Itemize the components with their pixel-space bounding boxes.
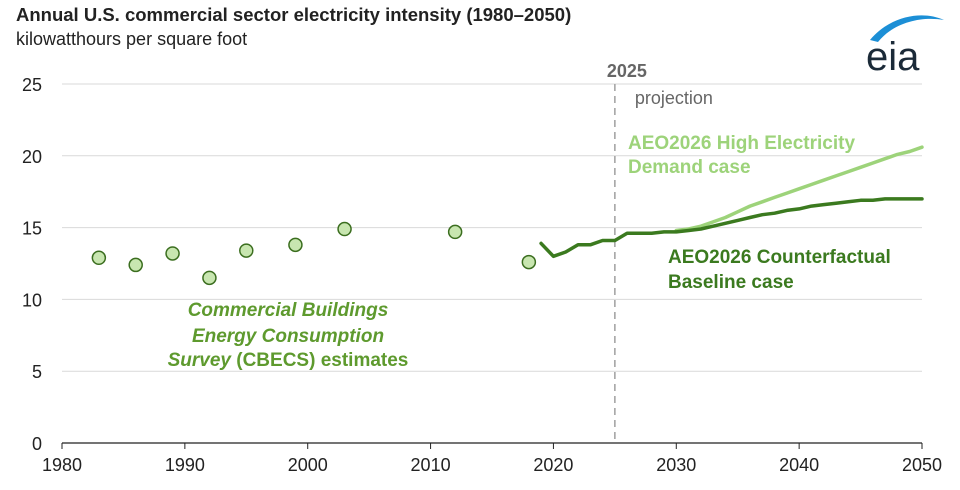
divider-year-label: 2025 <box>607 61 647 81</box>
x-tick-label: 2010 <box>411 455 451 475</box>
chart-title: Annual U.S. commercial sector electricit… <box>16 4 572 25</box>
cbecs-label-line: Commercial Buildings <box>188 300 389 321</box>
x-tick-label: 2020 <box>533 455 573 475</box>
baseline-label-line: AEO2026 Counterfactual <box>668 247 891 268</box>
cbecs-point <box>521 254 537 270</box>
cbecs-point <box>128 257 143 273</box>
cbecs-label-line: Energy Consumption <box>192 326 384 347</box>
high-demand-label-line: Demand case <box>628 157 751 178</box>
x-tick-label: 2040 <box>779 455 819 475</box>
series-line-0 <box>674 145 924 233</box>
cbecs-point <box>202 270 217 286</box>
y-tick-label: 20 <box>22 147 42 167</box>
series-line-1 <box>539 197 924 259</box>
x-tick-label: 1990 <box>165 455 205 475</box>
y-tick-label: 0 <box>32 434 42 454</box>
cbecs-point <box>91 250 107 266</box>
grid-lines <box>62 83 922 372</box>
axes: 0 5 10 15 20 25 1980 1990 2000 2010 2020 2030 2040 20… <box>22 75 942 475</box>
series-labels: Commercial Buildings Energy Consumption Su… <box>168 133 891 371</box>
series-lines <box>539 145 924 259</box>
high-demand-label-line: AEO2026 High Electricity <box>628 133 855 154</box>
x-tick-label: 1980 <box>42 455 82 475</box>
cbecs-point <box>239 243 254 258</box>
cbecs-point <box>337 221 352 237</box>
eia-logo-swoosh-icon <box>870 15 944 42</box>
y-tick-label: 15 <box>22 219 42 239</box>
baseline-label-line: Baseline case <box>668 272 794 293</box>
cbecs-point <box>165 246 180 261</box>
cbecs-points <box>91 221 537 286</box>
y-tick-label: 25 <box>22 75 42 95</box>
projection-divider: 2025 projection <box>607 61 713 443</box>
y-tick-label: 10 <box>22 290 42 310</box>
x-tick-label: 2000 <box>288 455 328 475</box>
x-tick-label: 2030 <box>656 455 696 475</box>
cbecs-point <box>288 237 303 253</box>
y-tick-label: 5 <box>32 362 42 382</box>
projection-label: projection <box>635 88 713 108</box>
eia-logo-text: eia <box>866 35 920 74</box>
eia-logo: eia <box>866 15 944 74</box>
x-tick-label: 2050 <box>902 455 942 475</box>
chart-subtitle: kilowatthours per square foot <box>16 29 248 49</box>
cbecs-point <box>447 224 463 240</box>
cbecs-label-line: Survey (CBECS) estimates <box>168 350 409 371</box>
